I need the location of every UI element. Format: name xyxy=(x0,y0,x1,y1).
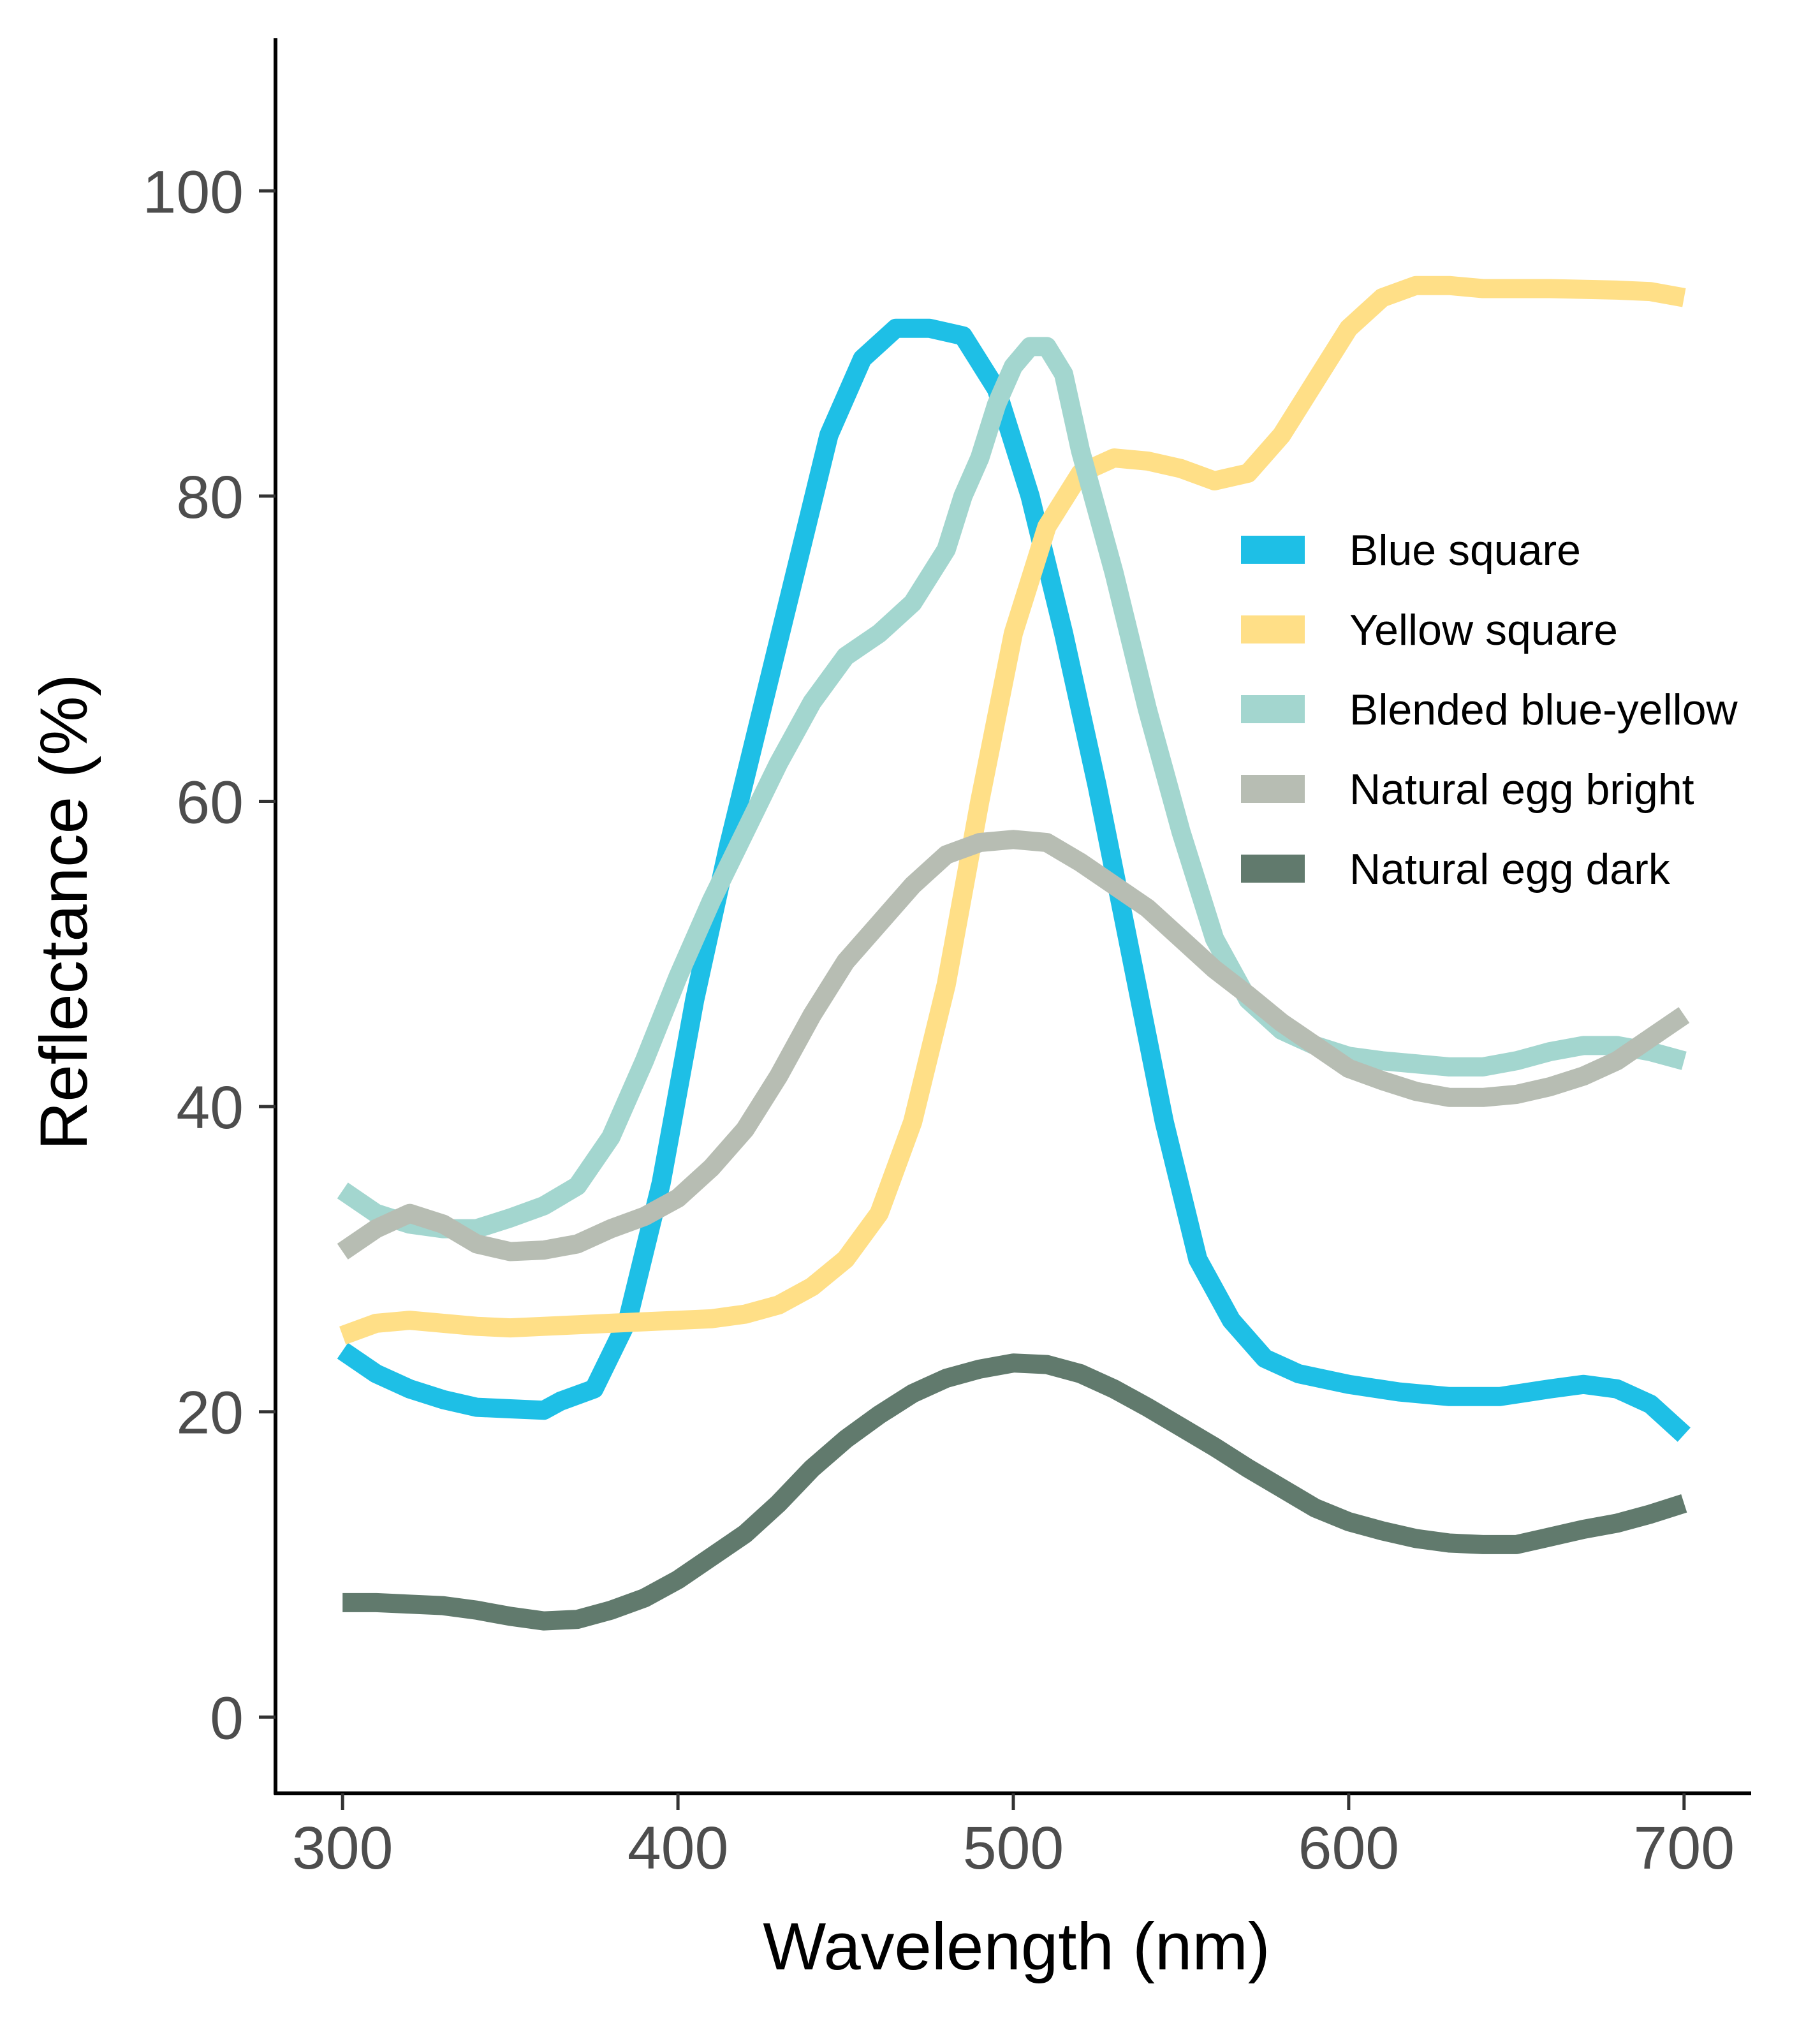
legend-label: Yellow square xyxy=(1349,606,1618,654)
y-tick-label: 20 xyxy=(176,1379,244,1447)
y-tick-label: 0 xyxy=(210,1684,244,1752)
x-tick-label: 700 xyxy=(1634,1814,1735,1882)
x-tick-label: 400 xyxy=(628,1814,729,1882)
x-tick-label: 500 xyxy=(963,1814,1064,1882)
series-line-blue-square xyxy=(337,318,1691,1442)
series-line-natural-egg-bright xyxy=(337,830,1690,1261)
series-layer xyxy=(337,276,1691,1631)
axes-layer: 300 400 500 600 700 0 20 40 60 80 100 xyxy=(142,38,1751,1882)
series-line-yellow-square xyxy=(339,276,1686,1345)
y-tick-label: 60 xyxy=(176,769,244,837)
legend: Blue square Yellow square Blended blue-yel… xyxy=(1241,526,1738,893)
legend-label: Blue square xyxy=(1349,526,1581,575)
series-line-blended-blue-yellow xyxy=(337,337,1687,1239)
legend-key xyxy=(1241,695,1305,723)
series-line-natural-egg-dark xyxy=(342,1353,1687,1631)
legend-key xyxy=(1241,775,1305,803)
legend-key xyxy=(1241,536,1305,564)
y-tick-label: 40 xyxy=(176,1074,244,1142)
x-tick-label: 600 xyxy=(1298,1814,1400,1882)
y-tick-label: 100 xyxy=(142,158,244,226)
legend-key xyxy=(1241,615,1305,643)
x-tick-label: 300 xyxy=(292,1814,393,1882)
legend-label: Blended blue-yellow xyxy=(1349,686,1738,734)
legend-label: Natural egg dark xyxy=(1349,845,1671,893)
legend-key xyxy=(1241,855,1305,883)
x-axis-title: Wavelength (nm) xyxy=(763,1909,1270,1984)
y-tick-label: 80 xyxy=(176,464,244,531)
legend-label: Natural egg bright xyxy=(1349,765,1694,814)
y-axis-title: Reflectance (%) xyxy=(27,674,101,1151)
